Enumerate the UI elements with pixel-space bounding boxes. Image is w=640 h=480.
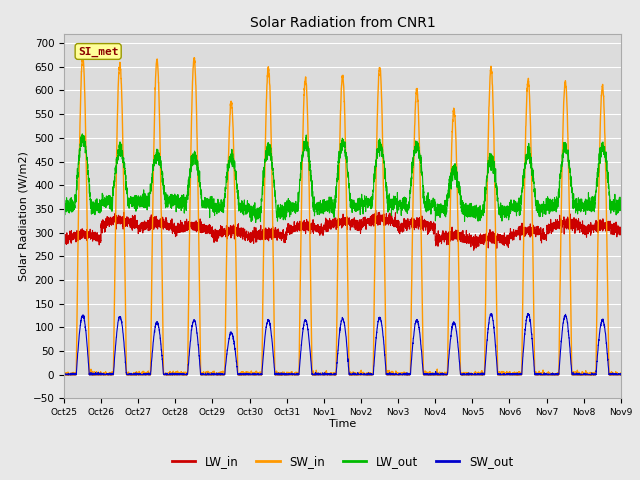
Title: Solar Radiation from CNR1: Solar Radiation from CNR1 [250,16,435,30]
SW_out [322,371,330,377]
SW_in [616,371,624,376]
LW_in [499,241,507,247]
Y-axis label: Solar Radiation (W/m2): Solar Radiation (W/m2) [18,151,28,281]
Line: LW_out: LW_out [64,134,621,223]
LW_out [161,189,168,194]
SW_out [616,372,624,378]
SW_in [617,372,625,378]
LW_in [372,207,380,213]
LW_out [79,131,86,137]
SW_out [436,372,444,378]
LW_out [616,206,624,212]
LW_out [252,220,260,226]
SW_in [499,372,507,378]
SW_in [468,372,476,378]
SW_out [60,372,68,378]
SW_in [60,372,68,378]
LW_in [436,234,444,240]
SW_in [60,371,68,377]
X-axis label: Time: Time [329,419,356,429]
LW_in [617,230,625,236]
Line: SW_in: SW_in [64,56,621,375]
LW_out [436,211,444,217]
LW_in [470,247,477,253]
Text: SI_met: SI_met [78,47,118,57]
Line: SW_out: SW_out [64,313,621,375]
LW_out [60,197,68,203]
SW_in [79,53,86,59]
Line: LW_in: LW_in [64,210,621,250]
SW_out [499,372,507,377]
SW_out [60,371,68,377]
LW_in [467,239,475,244]
SW_in [322,372,330,378]
LW_in [322,225,330,231]
LW_in [616,232,624,238]
SW_out [524,311,532,316]
SW_in [436,371,444,376]
SW_out [617,372,625,378]
LW_out [322,203,330,208]
SW_out [467,372,475,378]
Legend: LW_in, SW_in, LW_out, SW_out: LW_in, SW_in, LW_out, SW_out [167,450,518,473]
LW_out [617,207,625,213]
SW_in [161,372,168,378]
LW_out [468,207,476,213]
LW_in [60,237,68,242]
LW_in [160,219,168,225]
LW_out [499,208,507,214]
SW_out [161,371,168,377]
